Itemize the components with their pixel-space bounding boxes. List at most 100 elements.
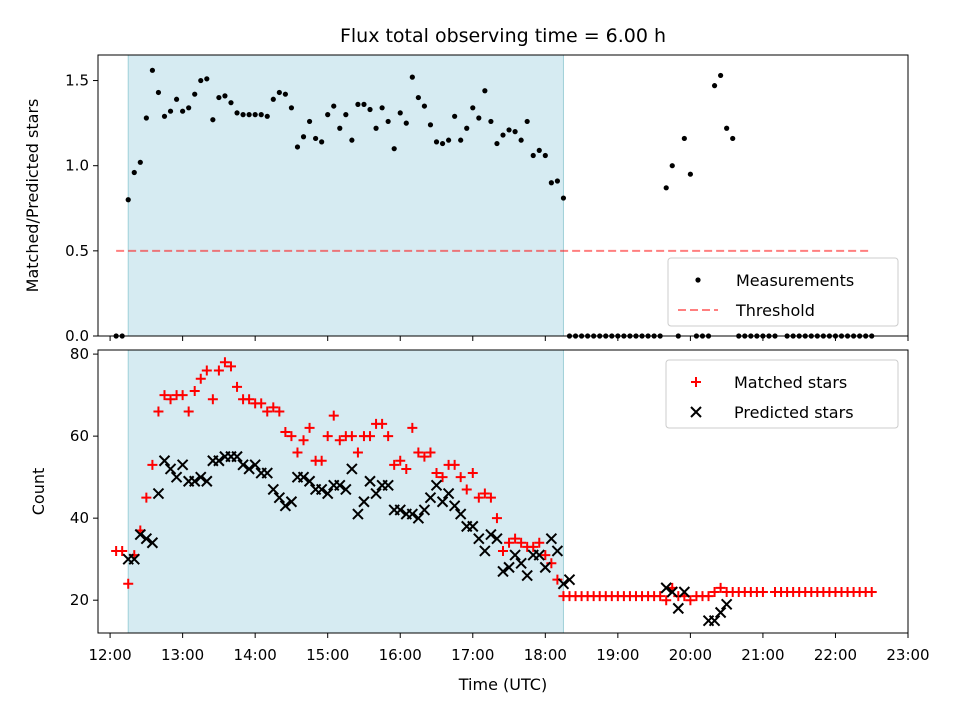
predicted-star-point [231,450,243,463]
predicted-star-point [273,491,286,504]
matched-star-point [661,595,672,606]
predicted-star-point [303,475,316,487]
legend-marker [691,377,701,387]
measurement-point [343,112,349,118]
legend-box [667,257,899,327]
predicted-star-point [497,565,509,578]
ratio-panel: 0.0 0.5 1.0 1.5 Matched/Predicted stars Measu… [23,54,909,345]
matched-star-point [703,591,714,602]
predicted-star-point [358,496,370,508]
measurement-point [718,72,724,79]
measurement-point [149,67,156,73]
matched-star-point [328,410,339,421]
predicted-star-point [521,569,533,582]
predicted-star-point [666,586,678,598]
measurement-point [270,96,276,102]
matched-star-point [286,431,297,442]
matched-star-point [383,431,394,442]
measurement-point [313,135,319,142]
x-tick-label: 14:00 [234,646,277,664]
measurement-point [276,89,282,96]
measurement-point [711,83,718,89]
legend-box [665,359,899,429]
predicted-star-point [237,459,249,471]
predicted-star-point [436,496,449,508]
predicted-star-point [533,549,545,561]
measurement-point [125,197,131,203]
measurement-point [560,195,567,201]
matched-star-point [316,455,327,466]
matched-star-point [177,390,188,401]
measurement-point [325,112,331,118]
predicted-star-point [315,483,328,496]
measurement-point [482,88,488,94]
predicted-star-point [321,487,334,500]
predicted-star-point [340,483,352,496]
matched-star-point [485,492,496,503]
predicted-star-point [195,471,207,483]
predicted-star-point [473,532,485,545]
measurement-point [476,115,482,121]
matched-star-point [510,533,521,544]
predicted-star-point [334,479,346,492]
x-tick-label: 17:00 [451,646,494,664]
measurement-point [186,105,192,111]
measurement-point [192,91,198,97]
measurement-point [548,180,554,186]
measurement-point [464,125,470,131]
legend-label: Measurements [736,271,854,290]
measurement-point [391,146,397,152]
predicted-star-point [515,557,527,569]
measurement-point [258,112,264,118]
predicted-star-point [285,496,298,508]
matched-star-point [207,394,218,405]
predicted-star-point [714,606,727,619]
measurement-point [530,152,536,159]
matched-star-point [201,365,212,376]
predicted-star-point [467,520,479,533]
matched-star-point [262,406,273,417]
observing-window-span [127,349,564,634]
matched-star-point [123,578,134,589]
series-plus [111,357,877,606]
measurement-point [379,105,385,111]
measurement-point [724,125,730,131]
measurement-point [355,101,361,107]
x-tick-label: 19:00 [596,646,639,664]
matched-star-point [407,422,418,433]
matched-star-point [528,541,539,552]
predicted-star-point [346,463,358,475]
measurement-point [439,140,446,147]
predicted-star-point [479,545,491,557]
measurement-point [669,163,675,169]
matched-star-point [473,492,484,503]
matched-star-point [540,550,551,561]
measurement-point [681,135,687,142]
matched-star-point [298,435,309,446]
measurement-point [373,125,379,131]
predicted-star-point [406,508,419,520]
measurement-point [222,93,228,99]
measurement-point [512,129,518,135]
x-tick-label: 15:00 [306,646,349,664]
matched-star-point [431,468,442,479]
observing-window-span [127,54,564,337]
measurement-point [282,91,288,97]
x-axis-label: Time (UTC) [458,675,547,694]
matched-star-point [153,406,164,417]
legend-label: Predicted stars [734,403,854,422]
matched-star-point [866,586,877,597]
matched-star-point [346,431,357,442]
y-tick-label: 60 [70,427,89,445]
measurement-point [161,113,168,119]
measurement-point [385,118,391,125]
matched-star-point [268,402,279,413]
predicted-star-point [672,602,685,615]
legend-label: Threshold [735,301,815,320]
measurement-point [210,117,216,123]
predicted-star-point [297,471,310,483]
matched-star-point [419,451,430,462]
predicted-star-point [261,467,273,479]
measurement-point [445,137,452,143]
